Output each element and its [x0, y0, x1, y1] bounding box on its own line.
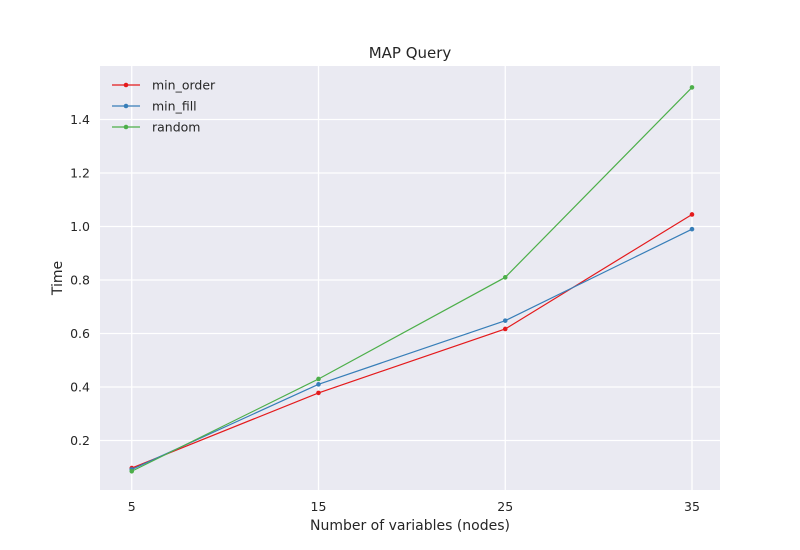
legend-marker [123, 82, 129, 88]
data-point [502, 318, 508, 323]
legend-label: min_fill [152, 99, 197, 114]
data-point [689, 85, 695, 90]
series-random [129, 85, 695, 474]
y-tick-label: 1.4 [70, 112, 90, 127]
y-tick-label: 1.0 [70, 219, 90, 234]
legend-label: min_order [152, 78, 216, 93]
series-line [131, 213, 693, 469]
y-tick-label: 0.6 [70, 326, 90, 341]
data-point [316, 390, 321, 396]
chart-title: MAP Query [369, 44, 452, 62]
legend-marker [123, 103, 129, 109]
data-point [689, 226, 695, 232]
data-point [129, 468, 135, 474]
data-point [502, 275, 508, 280]
y-tick-label: 0.2 [70, 433, 90, 448]
x-axis-label: Number of variables (nodes) [310, 518, 510, 534]
y-axis-label: Time [50, 261, 66, 296]
y-tick-label: 0.8 [70, 273, 90, 288]
data-point [689, 212, 695, 217]
legend-item-random: random [112, 120, 200, 135]
series-line [131, 228, 693, 470]
x-tick-label: 25 [497, 499, 513, 514]
data-point [502, 326, 508, 332]
x-tick-label: 5 [128, 499, 136, 514]
data-point [316, 382, 321, 387]
plot-area [100, 66, 720, 490]
x-tick-label: 35 [684, 499, 700, 514]
data-point [316, 376, 321, 382]
legend-item-min-fill: min_fill [112, 99, 197, 114]
y-tick-label: 1.2 [70, 166, 90, 181]
series-line [131, 86, 693, 472]
y-tick-label: 0.4 [70, 380, 90, 395]
legend-marker [123, 124, 129, 130]
legend-label: random [152, 120, 200, 135]
x-tick-label: 15 [311, 499, 327, 514]
series-lines [129, 85, 695, 474]
legend-item-min-order: min_order [112, 78, 216, 93]
tick-labels: 5 15 25 35 0.2 0.4 0.6 0.8 1.0 1.2 1.4 [70, 112, 700, 514]
